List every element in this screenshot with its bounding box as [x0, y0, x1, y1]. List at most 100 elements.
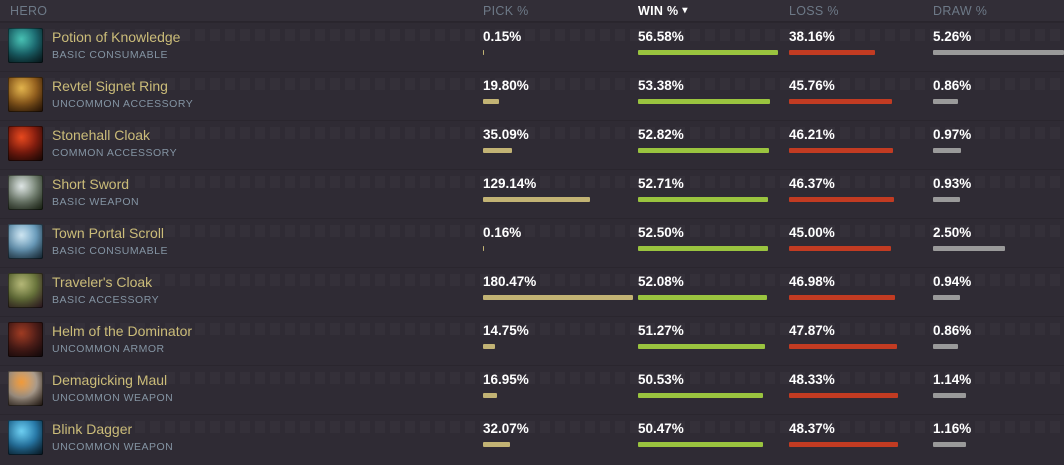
- column-header-hero[interactable]: HERO: [0, 0, 483, 21]
- table-header-row: HERO PICK % WIN % ▾ LOSS % DRAW %: [0, 0, 1064, 22]
- pick-value: 0.15%: [483, 29, 522, 44]
- draw-value: 1.14%: [933, 372, 972, 387]
- draw-value: 1.16%: [933, 421, 972, 436]
- pick-bar: [483, 295, 633, 300]
- item-category-label: UNCOMMON ARMOR: [52, 343, 165, 355]
- table-body: Potion of Knowledge BASIC CONSUMABLE 0.1…: [0, 22, 1064, 463]
- draw-cell: 2.50%: [933, 219, 1064, 267]
- town-portal-scroll-icon[interactable]: [8, 224, 43, 259]
- item-name-link[interactable]: Revtel Signet Ring: [52, 78, 168, 94]
- loss-value: 48.33%: [789, 372, 835, 387]
- win-bar: [638, 295, 767, 300]
- item-name-link[interactable]: Stonehall Cloak: [52, 127, 151, 143]
- revtel-signet-ring-icon[interactable]: [8, 77, 43, 112]
- travelers-cloak-icon[interactable]: [8, 273, 43, 308]
- draw-cell: 5.26%: [933, 23, 1064, 71]
- pick-cell: 0.15%: [483, 23, 638, 71]
- short-sword-icon[interactable]: [8, 175, 43, 210]
- win-bar: [638, 50, 778, 55]
- draw-cell: 0.97%: [933, 121, 1064, 169]
- loss-value: 38.16%: [789, 29, 835, 44]
- item-cell: Potion of Knowledge BASIC CONSUMABLE: [0, 23, 483, 71]
- win-value: 52.82%: [638, 127, 684, 142]
- draw-bar: [933, 197, 960, 202]
- win-bar: [638, 246, 768, 251]
- win-cell: 56.58%: [638, 23, 789, 71]
- item-cell: Traveler's Cloak BASIC ACCESSORY: [0, 268, 483, 316]
- win-cell: 50.47%: [638, 415, 789, 463]
- item-cell: Demagicking Maul UNCOMMON WEAPON: [0, 366, 483, 414]
- blink-dagger-icon[interactable]: [8, 420, 43, 455]
- item-name-link[interactable]: Blink Dagger: [52, 421, 133, 437]
- demagicking-maul-icon[interactable]: [8, 371, 43, 406]
- pick-value: 35.09%: [483, 127, 529, 142]
- loss-cell: 46.37%: [789, 170, 933, 218]
- item-name-link[interactable]: Traveler's Cloak: [52, 274, 153, 290]
- loss-value: 45.00%: [789, 225, 835, 240]
- win-cell: 52.71%: [638, 170, 789, 218]
- win-value: 52.50%: [638, 225, 684, 240]
- item-cell: Blink Dagger UNCOMMON WEAPON: [0, 415, 483, 463]
- item-category-label: UNCOMMON ACCESSORY: [52, 98, 194, 110]
- item-name-link[interactable]: Short Sword: [52, 176, 130, 192]
- win-cell: 53.38%: [638, 72, 789, 120]
- table-row: Short Sword BASIC WEAPON 129.14% 52.71% …: [0, 169, 1064, 218]
- table-row: Stonehall Cloak COMMON ACCESSORY 35.09% …: [0, 120, 1064, 169]
- draw-cell: 0.86%: [933, 72, 1064, 120]
- pick-cell: 32.07%: [483, 415, 638, 463]
- draw-bar: [933, 344, 958, 349]
- item-category-label: COMMON ACCESSORY: [52, 147, 178, 159]
- helm-of-the-dominator-icon[interactable]: [8, 322, 43, 357]
- column-header-pick-label: PICK %: [483, 3, 529, 18]
- draw-cell: 0.94%: [933, 268, 1064, 316]
- table-row: Demagicking Maul UNCOMMON WEAPON 16.95% …: [0, 365, 1064, 414]
- item-name-link[interactable]: Potion of Knowledge: [52, 29, 181, 45]
- item-name-link[interactable]: Town Portal Scroll: [52, 225, 165, 241]
- draw-bar: [933, 393, 966, 398]
- draw-value: 2.50%: [933, 225, 972, 240]
- stonehall-cloak-icon[interactable]: [8, 126, 43, 161]
- pick-cell: 16.95%: [483, 366, 638, 414]
- column-header-win[interactable]: WIN % ▾: [638, 0, 789, 21]
- loss-value: 46.21%: [789, 127, 835, 142]
- draw-value: 0.94%: [933, 274, 972, 289]
- loss-bar: [789, 197, 894, 202]
- item-name-link[interactable]: Helm of the Dominator: [52, 323, 193, 339]
- column-header-win-label: WIN %: [638, 3, 679, 18]
- table-row: Blink Dagger UNCOMMON WEAPON 32.07% 50.4…: [0, 414, 1064, 463]
- loss-cell: 45.00%: [789, 219, 933, 267]
- win-value: 52.71%: [638, 176, 684, 191]
- draw-bar: [933, 99, 958, 104]
- column-header-loss-label: LOSS %: [789, 3, 839, 18]
- item-cell: Helm of the Dominator UNCOMMON ARMOR: [0, 317, 483, 365]
- item-name-link[interactable]: Demagicking Maul: [52, 372, 168, 388]
- draw-cell: 1.14%: [933, 366, 1064, 414]
- win-value: 50.53%: [638, 372, 684, 387]
- pick-cell: 180.47%: [483, 268, 638, 316]
- loss-bar: [789, 50, 876, 55]
- potion-of-knowledge-icon[interactable]: [8, 28, 43, 63]
- draw-cell: 0.86%: [933, 317, 1064, 365]
- pick-bar: [483, 197, 591, 202]
- win-value: 50.47%: [638, 421, 684, 436]
- pick-value: 32.07%: [483, 421, 529, 436]
- loss-bar: [789, 99, 893, 104]
- pick-cell: 35.09%: [483, 121, 638, 169]
- pick-value: 16.95%: [483, 372, 529, 387]
- column-header-pick[interactable]: PICK %: [483, 0, 638, 21]
- item-category-label: BASIC WEAPON: [52, 196, 140, 208]
- pick-bar: [483, 148, 513, 153]
- win-bar: [638, 344, 765, 349]
- win-cell: 52.50%: [638, 219, 789, 267]
- pick-bar: [483, 50, 484, 55]
- loss-cell: 47.87%: [789, 317, 933, 365]
- draw-bar: [933, 50, 1064, 55]
- draw-value: 0.86%: [933, 323, 972, 338]
- column-header-loss[interactable]: LOSS %: [789, 0, 933, 21]
- item-cell: Town Portal Scroll BASIC CONSUMABLE: [0, 219, 483, 267]
- win-bar: [638, 442, 763, 447]
- column-header-draw[interactable]: DRAW %: [933, 0, 1064, 21]
- pick-cell: 0.16%: [483, 219, 638, 267]
- item-category-label: UNCOMMON WEAPON: [52, 441, 174, 453]
- loss-cell: 48.37%: [789, 415, 933, 463]
